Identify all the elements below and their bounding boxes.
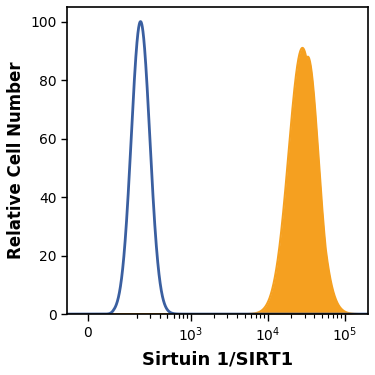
Y-axis label: Relative Cell Number: Relative Cell Number [7, 62, 25, 260]
X-axis label: Sirtuin 1/SIRT1: Sirtuin 1/SIRT1 [142, 350, 293, 368]
